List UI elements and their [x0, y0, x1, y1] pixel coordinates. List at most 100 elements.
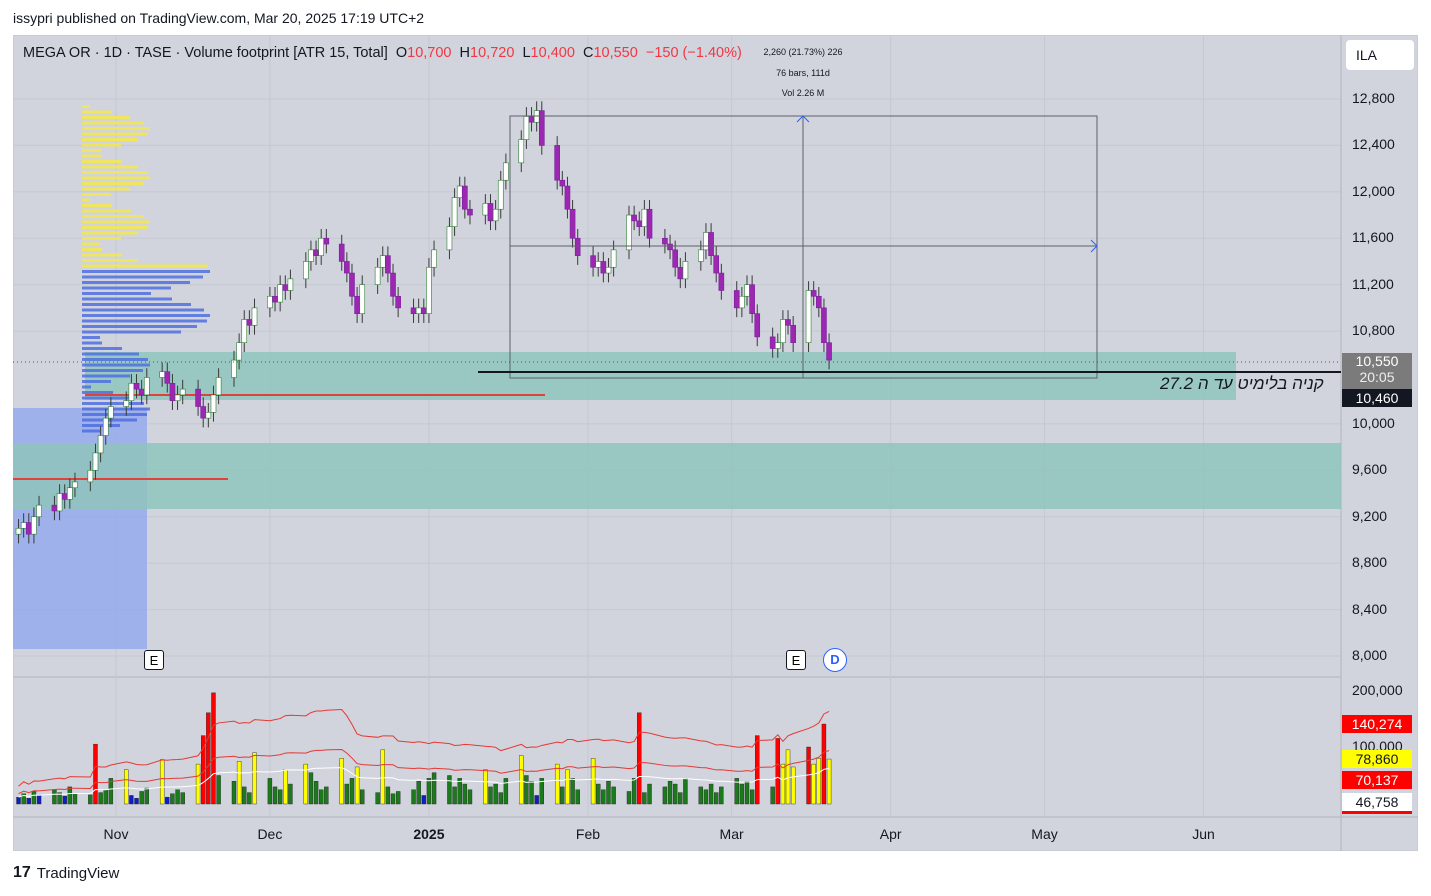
- candle-body: [605, 266, 612, 274]
- volume-bar: [570, 778, 575, 805]
- volume-bar: [708, 783, 714, 805]
- candle-body: [25, 522, 32, 535]
- candle-body: [251, 307, 258, 326]
- price-tick: 8,000: [1352, 647, 1388, 663]
- profile-bar: [82, 182, 144, 185]
- candle-body: [503, 162, 509, 181]
- candle-body: [102, 417, 109, 436]
- volume-bar: [503, 778, 509, 805]
- profile-bar: [82, 402, 144, 405]
- volume-ma-line: [18, 748, 830, 795]
- volume-bar: [529, 781, 534, 805]
- profile-bar: [82, 121, 144, 125]
- profile-bar: [82, 429, 100, 433]
- footer-logo[interactable]: 17 TradingView: [13, 864, 119, 882]
- arrow-up-icon: [796, 115, 810, 123]
- candle-body: [677, 266, 684, 280]
- candle-body: [92, 452, 99, 471]
- price-tick: 10,800: [1352, 322, 1395, 339]
- candle-body: [780, 319, 786, 343]
- earnings-marker[interactable]: E: [786, 650, 806, 670]
- volume-bar: [129, 795, 134, 805]
- profile-bar: [82, 138, 138, 141]
- candle-body: [641, 208, 648, 227]
- volume-bar: [631, 778, 637, 805]
- price-tick: 12,000: [1352, 182, 1395, 199]
- candle-body: [733, 290, 740, 309]
- candle-body: [431, 249, 437, 268]
- volume-tag-low: 46,758: [1342, 793, 1412, 814]
- volume-tag-max: 140,274: [1342, 715, 1412, 733]
- volume-bar: [565, 769, 570, 805]
- price-tick: 10,000: [1352, 414, 1395, 431]
- candle-body: [626, 214, 632, 251]
- candle-body: [636, 220, 643, 227]
- volume-bar: [21, 793, 26, 805]
- profile-bar: [82, 132, 148, 136]
- volume-bar: [790, 766, 796, 805]
- currency-button[interactable]: ILA: [1346, 40, 1414, 70]
- volume-bar: [180, 792, 185, 805]
- candle-body: [482, 203, 489, 216]
- candle-body: [169, 383, 176, 402]
- candle-body: [518, 139, 525, 164]
- candle-body: [523, 116, 530, 140]
- profile-bar: [82, 286, 171, 290]
- candle-body: [497, 179, 504, 210]
- candle-body: [390, 272, 396, 297]
- profile-bar: [82, 363, 150, 367]
- candle-body: [374, 266, 381, 285]
- candle-body: [492, 208, 499, 222]
- volume-bar: [739, 783, 745, 805]
- time-tick: Feb: [575, 826, 601, 842]
- volume-bar: [103, 789, 108, 805]
- candle-body: [646, 208, 653, 239]
- last-price-tag: 10,550: [1342, 353, 1412, 369]
- candle-body: [785, 319, 791, 326]
- candle-body: [790, 324, 796, 343]
- candle-body: [133, 383, 140, 390]
- candle-body: [631, 214, 637, 222]
- volume-bar: [72, 793, 78, 805]
- candle-body: [821, 307, 827, 343]
- profile-bar: [82, 110, 112, 114]
- price-tick: 12,800: [1352, 90, 1395, 106]
- volume-bar: [324, 786, 329, 805]
- dividend-marker[interactable]: D: [823, 648, 847, 672]
- volume-bar: [498, 792, 503, 805]
- measure-bars: 76 bars, 111d: [776, 68, 830, 78]
- volume-bar: [447, 775, 452, 805]
- candle-body: [138, 388, 145, 396]
- volume-bar: [134, 798, 139, 805]
- profile-bar: [82, 292, 151, 295]
- candle-body: [15, 528, 22, 535]
- annotation-text[interactable]: קניה בלימיט עד ה 27.2: [1160, 374, 1324, 393]
- profile-bar: [82, 171, 148, 174]
- volume-bar: [16, 796, 21, 805]
- volume-bar: [667, 781, 673, 805]
- candle-body: [31, 516, 37, 535]
- candle-body: [754, 313, 761, 338]
- candle-body: [420, 307, 427, 314]
- candle-body: [410, 307, 417, 314]
- support-zone-lower: [13, 443, 1341, 509]
- volume-bar: [93, 743, 98, 805]
- candles: [15, 101, 832, 544]
- candle-body: [231, 359, 237, 378]
- candle-body: [708, 232, 714, 256]
- volume-bar: [67, 786, 73, 805]
- profile-bar: [82, 385, 91, 389]
- candle-body: [72, 481, 78, 489]
- candle-body: [744, 284, 750, 297]
- volume-bar: [247, 792, 252, 805]
- volume-bar: [488, 786, 493, 805]
- volume-bar: [483, 769, 488, 805]
- earnings-marker[interactable]: E: [144, 650, 164, 670]
- profile-bar: [82, 198, 90, 202]
- symbol-info[interactable]: MEGA OR · 1D · TASE · Volume footprint […: [23, 45, 388, 61]
- profile-bar: [82, 215, 144, 218]
- volume-bar: [395, 791, 401, 805]
- volume-bar: [590, 758, 596, 805]
- profile-bar: [82, 209, 131, 213]
